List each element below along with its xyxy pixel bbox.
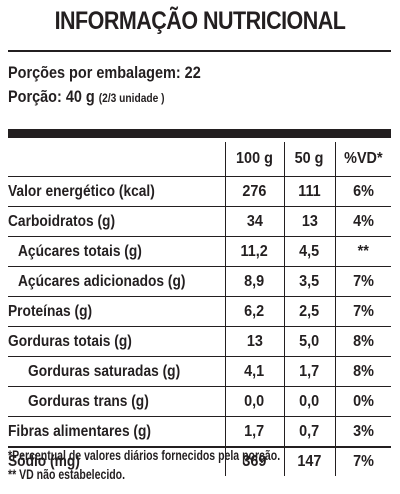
value-vd: 3% [334, 416, 391, 447]
column-header-vd: %VD* [334, 142, 391, 177]
value-50g: 0,0 [283, 386, 335, 417]
nutrient-name: Fibras alimentares (g) [8, 416, 225, 447]
table-row: Gorduras trans (g) 0,0 0,0 0% [8, 386, 391, 417]
value-50g: 3,5 [283, 266, 335, 297]
value-50g: 4,5 [283, 236, 335, 267]
value-vd: 4% [334, 206, 391, 237]
value-100g: 8,9 [224, 266, 284, 297]
value-50g: 0,7 [283, 416, 335, 447]
value-50g: 13 [283, 206, 335, 237]
nutrient-name: Açúcares adicionados (g) [8, 266, 225, 297]
value-50g: 111 [283, 176, 335, 207]
nutrient-name: Valor energético (kcal) [8, 176, 225, 207]
serving-size-main: Porção: 40 g [8, 87, 95, 106]
servings-per-package: Porções por embalagem: 22 [8, 63, 201, 82]
value-vd: 0% [334, 386, 391, 417]
table-row: Carboidratos (g) 34 13 4% [8, 206, 391, 237]
column-header-50g: 50 g [283, 142, 335, 177]
value-100g: 11,2 [224, 236, 284, 267]
footer-divider [8, 446, 391, 448]
value-50g: 1,7 [283, 356, 335, 387]
value-vd: 6% [334, 176, 391, 207]
nutrient-name: Gorduras saturadas (g) [8, 356, 225, 387]
table-row: Valor energético (kcal) 276 111 6% [8, 176, 391, 207]
value-vd: 7% [334, 296, 391, 327]
value-100g: 369 [224, 446, 284, 476]
value-100g: 6,2 [224, 296, 284, 327]
value-100g: 0,0 [224, 386, 284, 417]
table-row: Proteínas (g) 6,2 2,5 7% [8, 296, 391, 327]
value-100g: 34 [224, 206, 284, 237]
nutrient-name: Proteínas (g) [8, 296, 225, 327]
table-row: Gorduras saturadas (g) 4,1 1,7 8% [8, 356, 391, 387]
value-100g: 1,7 [224, 416, 284, 447]
table-row: Açúcares totais (g) 11,2 4,5 ** [8, 236, 391, 267]
table-header-row: 100 g 50 g %VD* [8, 142, 391, 177]
header-blank-cell [8, 142, 225, 177]
table-row: Gorduras totais (g) 13 5,0 8% [8, 326, 391, 357]
value-vd: 7% [334, 266, 391, 297]
serving-size-detail: (2/3 unidade ) [98, 91, 165, 105]
nutrition-table: 100 g 50 g %VD* Valor energético (kcal) … [8, 142, 391, 476]
value-vd: ** [334, 236, 391, 267]
table-row: Sódio (mg) 369 147 7% [8, 446, 391, 476]
nutrient-name: Açúcares totais (g) [8, 236, 225, 267]
nutrient-name: Gorduras trans (g) [8, 386, 225, 417]
serving-size: Porção: 40 g (2/3 unidade ) [8, 87, 165, 107]
table-row: Açúcares adicionados (g) 8,9 3,5 7% [8, 266, 391, 297]
title-divider [8, 50, 391, 52]
nutrient-name: Sódio (mg) [8, 452, 80, 470]
value-vd: 7% [334, 446, 391, 476]
value-100g: 276 [224, 176, 284, 207]
value-vd: 8% [334, 326, 391, 357]
footnote-daily-values: *Percentual de valores diários fornecido… [8, 448, 281, 463]
table-row: Fibras alimentares (g) 1,7 0,7 3% [8, 416, 391, 447]
footnote-vd-not-established: ** VD não estabelecido. [8, 467, 126, 482]
column-header-100g: 100 g [224, 142, 284, 177]
value-vd: 8% [334, 356, 391, 387]
label-title: INFORMAÇÃO NUTRICIONAL [54, 7, 346, 35]
header-thick-divider [8, 129, 391, 138]
value-50g: 2,5 [283, 296, 335, 327]
value-100g: 4,1 [224, 356, 284, 387]
nutrient-name: Gorduras totais (g) [8, 326, 225, 357]
nutrient-name: Carboidratos (g) [8, 206, 225, 237]
value-100g: 13 [224, 326, 284, 357]
value-50g: 147 [283, 446, 335, 476]
value-50g: 5,0 [283, 326, 335, 357]
